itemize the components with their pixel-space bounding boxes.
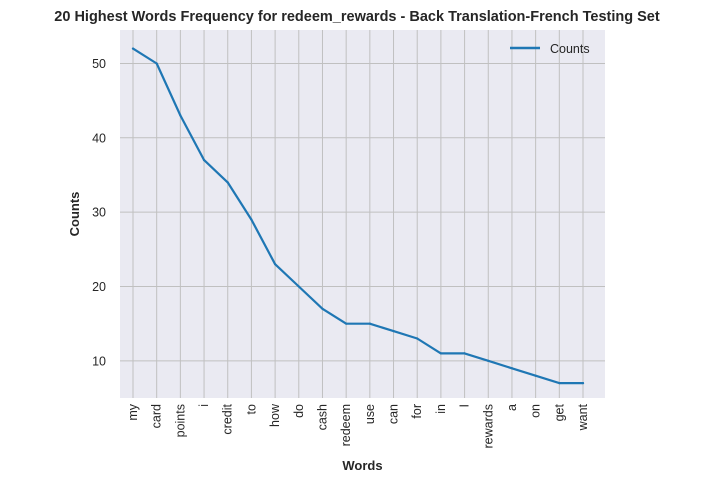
y-tick-label: 40 [92, 131, 106, 145]
x-axis-ticks: my card points i credit to how do cash redeem use c… [126, 403, 590, 448]
x-tick-label: get [552, 403, 566, 421]
data-point [250, 218, 253, 221]
x-tick-label: to [244, 404, 258, 414]
x-tick-label: I [458, 404, 472, 407]
y-tick-label: 30 [92, 206, 106, 220]
x-tick-label: i [197, 404, 211, 407]
grid [120, 30, 605, 398]
x-tick-label: a [505, 404, 519, 411]
series-layer [131, 47, 585, 385]
data-point [297, 285, 300, 288]
x-tick-label: how [268, 403, 282, 427]
legend: Counts [510, 42, 590, 56]
x-axis-title: Words [342, 458, 382, 473]
series-line [131, 47, 585, 385]
x-tick-label: points [173, 404, 187, 437]
data-point [321, 307, 324, 310]
plot-area [120, 30, 605, 398]
data-point [439, 352, 442, 355]
x-tick-label: rewards [481, 404, 495, 448]
x-tick-label: do [292, 404, 306, 418]
data-point [179, 114, 182, 117]
data-point [581, 382, 585, 385]
x-tick-label: can [387, 404, 401, 424]
x-tick-label: cash [315, 404, 329, 430]
data-point [463, 352, 466, 355]
data-point [274, 263, 277, 266]
y-tick-label: 20 [92, 280, 106, 294]
x-tick-label: card [150, 404, 164, 428]
x-tick-label: in [434, 404, 448, 414]
data-point [534, 374, 537, 377]
data-point [368, 322, 371, 325]
legend-label: Counts [550, 42, 590, 56]
x-tick-label: on [529, 404, 543, 418]
x-tick-label: credit [221, 403, 235, 434]
x-tick-label: redeem [339, 404, 353, 446]
x-tick-label: for [410, 404, 424, 419]
data-point [155, 62, 158, 65]
data-point [510, 367, 514, 370]
x-tick-label: use [363, 404, 377, 424]
x-tick-label: want [576, 403, 590, 431]
y-tick-label: 50 [92, 57, 106, 71]
data-point [202, 159, 206, 162]
data-point [487, 359, 490, 362]
data-point [416, 337, 419, 340]
data-point [392, 329, 395, 333]
data-point [226, 181, 229, 184]
data-point [345, 322, 348, 325]
data-point [558, 382, 561, 385]
y-axis-title: Counts [67, 192, 82, 237]
y-axis-ticks: 10 20 30 40 50 [92, 57, 106, 368]
y-tick-label: 10 [92, 354, 106, 368]
x-tick-label: my [126, 403, 140, 420]
chart-title: 20 Highest Words Frequency for redeem_re… [54, 9, 660, 25]
data-point [131, 47, 135, 50]
